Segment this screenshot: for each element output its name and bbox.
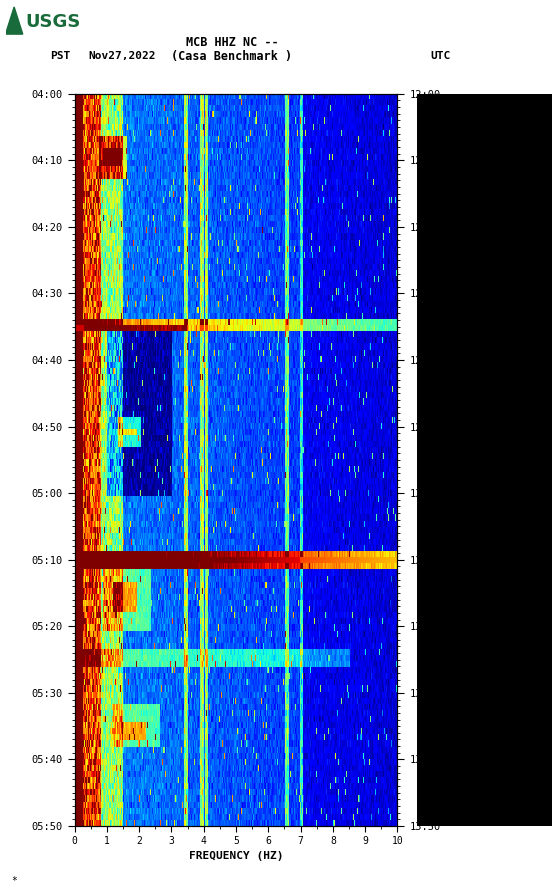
Text: Nov27,2022: Nov27,2022 [88, 51, 156, 62]
Text: (Casa Benchmark ): (Casa Benchmark ) [171, 50, 293, 63]
Polygon shape [6, 7, 23, 34]
Text: MCB HHZ NC --: MCB HHZ NC -- [185, 37, 278, 49]
Text: UTC: UTC [431, 51, 451, 62]
Text: *: * [11, 876, 17, 886]
X-axis label: FREQUENCY (HZ): FREQUENCY (HZ) [189, 851, 283, 861]
Text: PST: PST [50, 51, 70, 62]
Text: USGS: USGS [25, 13, 81, 31]
